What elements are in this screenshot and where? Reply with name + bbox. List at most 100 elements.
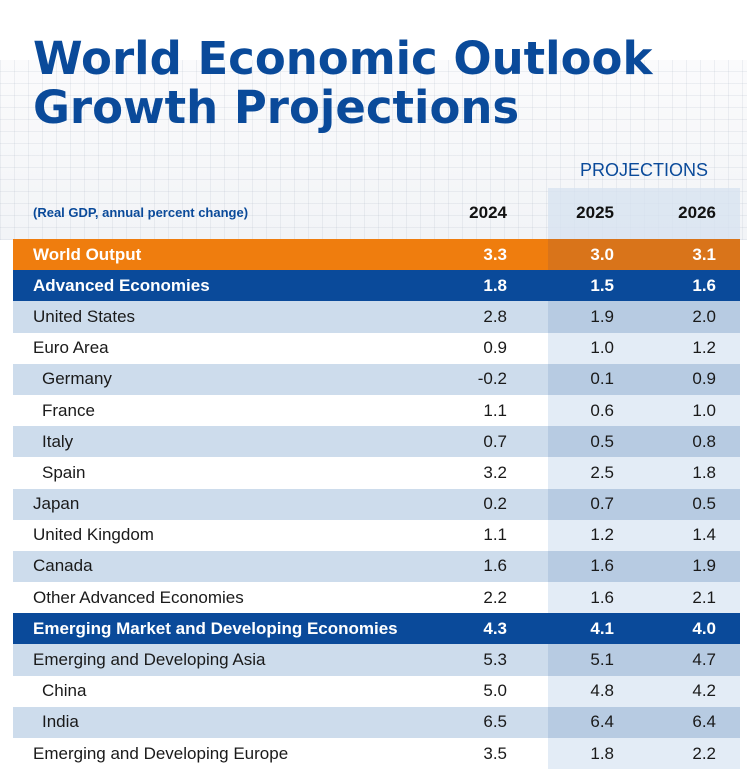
cell-2026: 4.0: [692, 618, 716, 638]
cell-2025: 4.1: [590, 618, 614, 638]
cell-2025: 4.8: [590, 681, 614, 701]
row-label: Emerging and Developing Asia: [33, 650, 266, 670]
cell-2025: 0.7: [590, 494, 614, 514]
projection-shade: [548, 239, 740, 271]
cell-2026: 4.2: [692, 681, 716, 701]
cell-2026: 1.9: [692, 556, 716, 576]
cell-2025: 2.5: [590, 462, 614, 482]
cell-2025: 0.5: [590, 431, 614, 451]
projection-shade: [548, 550, 740, 583]
cell-2025: 1.8: [590, 743, 614, 763]
projection-shade: [548, 488, 740, 520]
year-header-2026: 2026: [678, 203, 716, 222]
projection-shade: [548, 644, 740, 676]
cell-2024: 3.2: [483, 462, 507, 482]
table-row: China 5.0 4.8 4.2: [13, 675, 740, 707]
projection-shade: [548, 675, 740, 707]
table-row: Italy 0.7 0.5 0.8: [13, 426, 740, 458]
cell-2024: 1.1: [483, 525, 507, 545]
cell-2025: 0.6: [590, 400, 614, 420]
cell-2026: 1.0: [692, 400, 716, 420]
row-label: France: [42, 400, 95, 420]
row-label: Other Advanced Economies: [33, 587, 244, 607]
cell-2025: 1.6: [590, 587, 614, 607]
table-row: Advanced Economies 1.8 1.5 1.6: [13, 270, 740, 302]
cell-2026: 6.4: [692, 712, 716, 732]
cell-2024: 3.5: [483, 743, 507, 763]
cell-2024: 2.2: [483, 587, 507, 607]
cell-2024: 6.5: [483, 712, 507, 732]
row-label: Canada: [33, 556, 93, 576]
cell-2024: 2.8: [483, 306, 507, 326]
cell-2025: 0.1: [590, 369, 614, 389]
projection-shade: [548, 363, 740, 395]
projections-label: PROJECTIONS: [579, 160, 708, 180]
cell-2026: 0.9: [692, 369, 716, 389]
projection-shade: [548, 394, 740, 427]
row-label: Emerging Market and Developing Economies: [33, 618, 398, 638]
cell-2025: 1.6: [590, 556, 614, 576]
table-row: Emerging Market and Developing Economies…: [13, 613, 740, 645]
cell-2024: 5.3: [483, 650, 507, 670]
cell-2026: 4.7: [692, 650, 716, 670]
title-line-2: Growth Projections: [33, 81, 520, 134]
row-label: Italy: [42, 431, 74, 451]
row-label: United States: [33, 306, 136, 326]
cell-2024: 3.3: [483, 244, 507, 264]
cell-2025: 6.4: [590, 712, 614, 732]
units-subtitle: (Real GDP, annual percent change): [33, 205, 249, 220]
row-label: India: [42, 712, 79, 732]
projection-shade: [548, 706, 740, 738]
row-label: Spain: [42, 462, 86, 482]
table-row: United Kingdom 1.1 1.2 1.4: [13, 519, 740, 551]
projection-shade: [548, 301, 740, 333]
projection-shade: [548, 426, 740, 458]
table-row: France 1.1 0.6 1.0: [13, 394, 740, 427]
title-line-1: World Economic Outlook: [33, 32, 653, 85]
table-row: Spain 3.2 2.5 1.8: [13, 457, 740, 489]
row-label: World Output: [33, 244, 142, 264]
cell-2026: 1.6: [692, 275, 716, 295]
row-label: Euro Area: [33, 338, 109, 358]
cell-2026: 3.1: [692, 244, 716, 264]
cell-2024: 0.9: [483, 338, 507, 358]
table-row: India 6.5 6.4 6.4: [13, 706, 740, 738]
row-label: Advanced Economies: [33, 275, 210, 295]
cell-2026: 1.8: [692, 462, 716, 482]
cell-2024: -0.2: [477, 369, 507, 389]
row-label: Germany: [42, 369, 112, 389]
row-label: China: [42, 681, 87, 701]
cell-2025: 1.2: [590, 525, 614, 545]
cell-2026: 0.8: [692, 431, 716, 451]
table-row: Germany -0.2 0.1 0.9: [13, 363, 740, 395]
projection-shade: [548, 613, 740, 645]
row-label: United Kingdom: [33, 525, 154, 545]
projection-shade: [548, 582, 740, 614]
projections-header-band: [548, 188, 740, 240]
table-row: Emerging and Developing Asia 5.3 5.1 4.7: [13, 644, 740, 676]
cell-2026: 0.5: [692, 494, 716, 514]
cell-2025: 1.5: [590, 275, 614, 295]
cell-2025: 5.1: [590, 650, 614, 670]
projection-shade: [548, 270, 740, 302]
year-header-2024: 2024: [469, 203, 507, 222]
cell-2026: 1.4: [692, 525, 716, 545]
row-label: Japan: [33, 494, 80, 514]
table-row: Canada 1.6 1.6 1.9: [13, 550, 740, 583]
cell-2026: 1.2: [692, 338, 716, 358]
cell-2024: 5.0: [483, 681, 507, 701]
cell-2024: 0.7: [483, 431, 507, 451]
table-row: United States 2.8 1.9 2.0: [13, 301, 740, 333]
cell-2026: 2.2: [692, 743, 716, 763]
projection-shade: [548, 519, 740, 551]
table-row: Euro Area 0.9 1.0 1.2: [13, 332, 740, 364]
cell-2024: 1.1: [483, 400, 507, 420]
projection-shade: [548, 332, 740, 364]
projection-shade: [548, 457, 740, 489]
year-header-2025: 2025: [576, 203, 614, 222]
table-row: Japan 0.2 0.7 0.5: [13, 488, 740, 520]
cell-2026: 2.0: [692, 306, 716, 326]
cell-2024: 1.8: [483, 275, 507, 295]
cell-2025: 3.0: [590, 244, 614, 264]
cell-2024: 4.3: [483, 618, 507, 638]
